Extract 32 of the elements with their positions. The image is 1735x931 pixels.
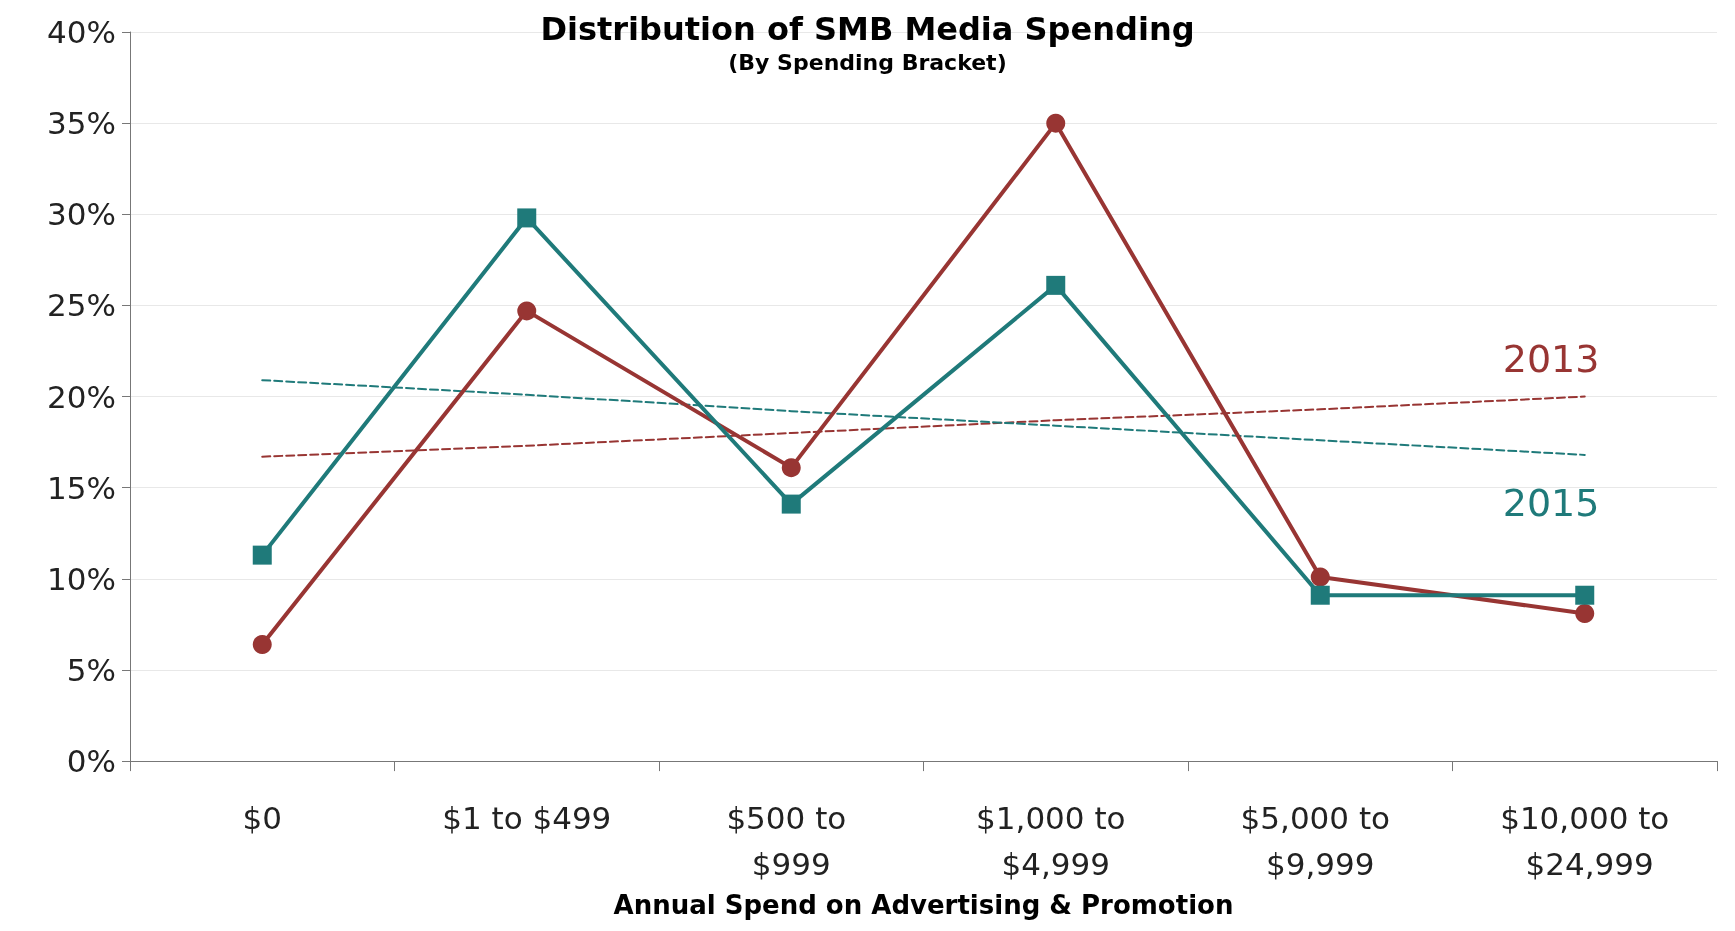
chart-title: Distribution of SMB Media Spending [540,10,1195,48]
y-tick-label: 5% [66,651,116,688]
point [781,458,801,478]
text: (By Spending Bracket) [728,49,1007,75]
point [1310,567,1330,587]
y-tick-label: 10% [47,560,116,597]
y-tick-label: 15% [47,469,116,506]
series-label: 2015 [1502,480,1600,525]
point [252,634,272,654]
x-axis-title: Annual Spend on Advertising & Promotion [613,890,1234,920]
y-tick-label: 30% [47,196,116,233]
y-tick-label: 40% [47,14,116,50]
x-tick-label: $1 to $499 [442,800,612,837]
point [1046,113,1066,133]
point [1310,585,1330,605]
x-tick-label: $5,000 to $9,999 [1240,800,1400,883]
point [517,208,537,228]
x-tick-label: $500 to $999 [726,800,857,883]
point [1046,275,1066,295]
series-label: 2013 [1502,336,1600,381]
x-tick-label: $1,000 to $4,999 [976,800,1136,883]
point [1575,603,1595,623]
point [517,301,537,321]
point [781,494,801,514]
y-tick-label: 20% [47,378,116,415]
y-tick-label: 0% [66,743,116,780]
x-tick-label: $10,000 to $24,999 [1500,800,1670,883]
x-tick-label: $0 [242,800,282,837]
y-tick-label: 25% [47,287,116,324]
point [252,545,272,565]
point [1575,585,1595,605]
y-tick-label: 35% [47,105,116,142]
